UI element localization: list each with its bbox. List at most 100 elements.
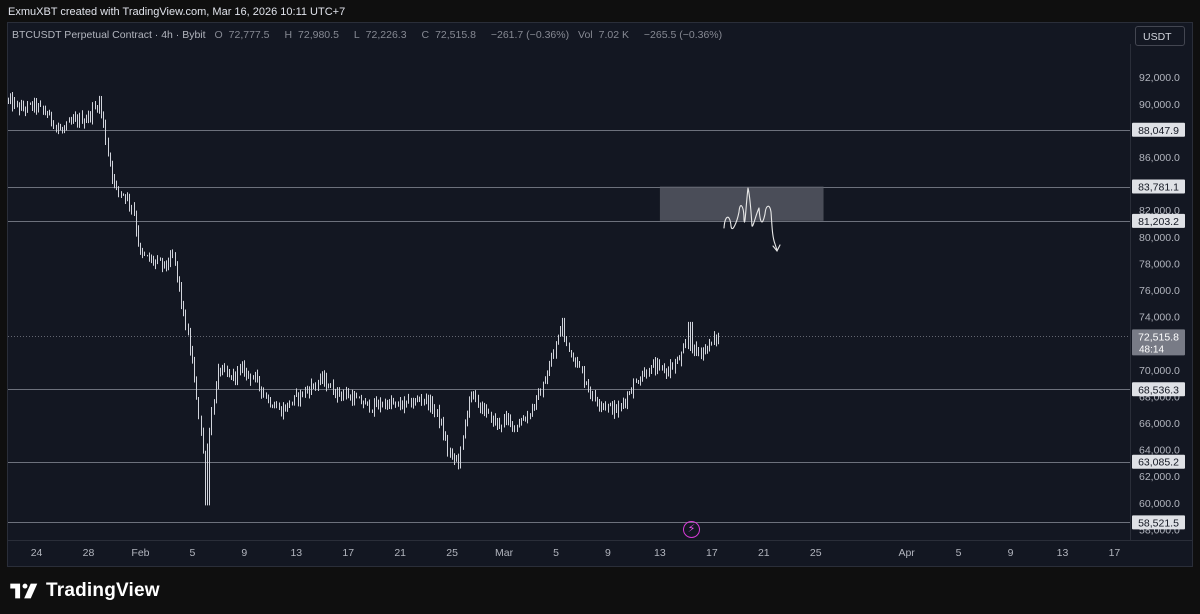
time-tick-label: Mar [495, 547, 514, 559]
lightning-icon[interactable]: ⚡ [683, 521, 700, 538]
candle-body [716, 336, 717, 341]
candle-body [374, 402, 375, 411]
projection-drawing [723, 187, 781, 253]
candle-body [320, 376, 321, 383]
candle-body [25, 108, 26, 111]
brand-name: TradingView [46, 580, 160, 601]
candle-body [586, 381, 587, 385]
candle-body [203, 433, 204, 453]
candle-body [36, 100, 37, 109]
candle-body [359, 397, 360, 399]
candle-body [112, 164, 113, 178]
candle-body [88, 113, 89, 121]
price-tick-label: 64,000.0 [1139, 445, 1180, 457]
price-tick-label: 62,000.0 [1139, 471, 1180, 483]
candle-body [569, 342, 570, 352]
candle-body [216, 383, 217, 404]
candle-body [657, 364, 658, 371]
candle-body [363, 403, 364, 405]
candle-body [372, 410, 373, 412]
candle-body [588, 384, 589, 390]
candle-body [101, 100, 102, 113]
candle-body [534, 405, 535, 407]
candle-body [525, 419, 526, 421]
level-tag-label: 83,781.1 [1138, 182, 1179, 194]
candle-body [14, 101, 15, 107]
symbol-title[interactable]: BTCUSDT Perpetual Contract · 4h · Bybit [12, 29, 206, 41]
candle-body [670, 365, 671, 373]
candle-body [475, 395, 476, 397]
candle-body [66, 122, 67, 128]
candle-body [523, 419, 524, 421]
candle-body [629, 393, 630, 395]
candle-body [398, 402, 399, 404]
candle-body [287, 402, 288, 411]
candle-body [302, 391, 303, 395]
candle-body [242, 365, 243, 369]
candle-body [402, 406, 403, 408]
chart-frame[interactable] [7, 22, 1193, 567]
candle-body [45, 110, 46, 114]
candle-body [326, 376, 327, 387]
candle-body [79, 116, 80, 124]
candle-body [417, 399, 418, 401]
time-tick-label: 9 [241, 547, 247, 559]
candle-body [421, 400, 422, 402]
candle-body [118, 186, 119, 192]
candle-body [330, 384, 331, 388]
candle-body [597, 399, 598, 404]
resistance-zone [659, 186, 824, 221]
candle-body [105, 124, 106, 143]
candle-body [521, 420, 522, 425]
candle-body [413, 403, 414, 407]
candle-body [92, 107, 93, 118]
candle-body [162, 260, 163, 266]
candle-body [17, 101, 18, 104]
volume-label: Vol [578, 29, 593, 41]
candle-body [298, 393, 299, 401]
candle-body [543, 382, 544, 396]
candle-body [127, 196, 128, 199]
candle-body [333, 384, 334, 394]
candle-body [694, 345, 695, 352]
candle-body [391, 400, 392, 404]
horizontal-levels [8, 130, 1130, 523]
candle-body [456, 458, 457, 460]
candle-body [692, 347, 693, 352]
candle-body [538, 391, 539, 397]
candle-body [218, 369, 219, 384]
candle-body [172, 255, 173, 257]
candle-body [229, 373, 230, 376]
candle-body [419, 399, 420, 401]
projection-scribble [723, 187, 778, 251]
candle-body [703, 349, 704, 355]
candle-body [190, 333, 191, 351]
tradingview-brand: TradingView [10, 579, 160, 603]
candle-body [497, 421, 498, 424]
candle-body [140, 244, 141, 252]
time-tick-label: 13 [654, 547, 666, 559]
candle-body [701, 351, 702, 355]
candle-body [365, 401, 366, 405]
candle-body [116, 182, 117, 187]
candle-body [168, 263, 169, 266]
candle-body [53, 121, 54, 128]
candle-body [138, 230, 139, 245]
currency-button[interactable]: USDT [1135, 26, 1185, 46]
candle-body [285, 407, 286, 411]
candle-body [651, 365, 652, 374]
candle-body [294, 395, 295, 403]
candle-body [536, 396, 537, 406]
candle-body [380, 402, 381, 407]
candle-body [82, 116, 83, 124]
candle-body [519, 424, 520, 427]
candle-body [313, 384, 314, 386]
time-tick-label: 21 [758, 547, 770, 559]
candle-body [664, 367, 665, 373]
candle-body [463, 435, 464, 449]
current-price-tag [1132, 329, 1185, 356]
candle-body [486, 407, 487, 412]
candle-body [32, 103, 33, 108]
candle-body [266, 393, 267, 399]
